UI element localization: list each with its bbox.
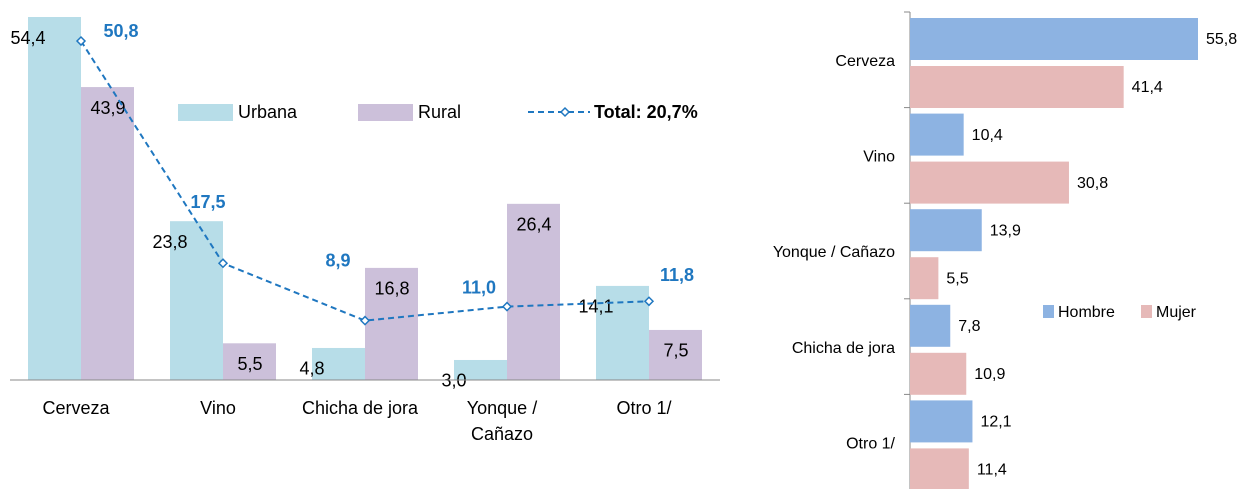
legend-swatch: [1043, 305, 1054, 318]
bar: [910, 18, 1198, 60]
data-label: 54,4: [10, 28, 45, 48]
legend-label: Total: 20,7%: [594, 102, 698, 122]
data-label: 55,8: [1206, 31, 1237, 48]
data-label: 8,9: [325, 250, 350, 270]
line-marker: [501, 301, 513, 312]
bar: [910, 161, 1069, 204]
legend-marker: [559, 106, 571, 118]
total-line: [80, 40, 650, 322]
data-label: 11,4: [977, 462, 1007, 479]
bar: [910, 304, 951, 347]
bar: [910, 113, 964, 156]
data-label: 17,5: [190, 192, 225, 212]
x-tick-label: Otro 1/: [616, 398, 672, 418]
legend-swatch: [178, 104, 233, 121]
data-label: 11,8: [660, 265, 694, 285]
x-tick-label: Chicha de jora: [301, 398, 419, 418]
y-tick-label: Vino: [863, 149, 895, 166]
bar: [312, 347, 365, 380]
legend-label: Urbana: [238, 102, 298, 122]
bar: [81, 87, 134, 381]
data-label: 4,8: [299, 359, 324, 379]
bar: [910, 209, 982, 252]
bar: [454, 359, 507, 380]
x-tick-label: Yonque / Cañazo: [466, 398, 538, 444]
data-label: 43,9: [90, 98, 125, 118]
data-label: 7,8: [958, 318, 980, 335]
line-marker: [359, 315, 371, 326]
y-tick-label: Chicha de jora: [792, 340, 895, 357]
y-tick-label: Yonque / Cañazo: [773, 244, 895, 261]
bar: [910, 448, 969, 489]
bar: [649, 329, 702, 380]
line-marker: [643, 296, 655, 307]
line-marker: [75, 35, 87, 47]
data-label: 16,8: [374, 279, 409, 299]
y-tick-label: Otro 1/: [846, 435, 895, 452]
data-label: 10,9: [974, 366, 1005, 383]
data-label: 50,8: [103, 21, 138, 41]
line-marker: [217, 258, 229, 269]
bar: [365, 267, 418, 380]
data-label: 5,5: [237, 354, 262, 374]
legend-label: Hombre: [1058, 304, 1115, 321]
data-label: 23,8: [152, 232, 187, 252]
bar: [507, 203, 560, 380]
data-label: 13,9: [990, 222, 1021, 239]
data-label: 26,4: [516, 215, 551, 235]
data-label: 14,1: [578, 297, 613, 317]
x-tick-label: Cerveza: [42, 398, 110, 418]
bar: [28, 17, 81, 380]
data-label: 12,1: [980, 414, 1011, 431]
bar: [910, 400, 973, 443]
bar: [910, 352, 967, 395]
data-label: 11,0: [462, 277, 496, 297]
bar: [910, 257, 939, 300]
legend-label: Rural: [418, 102, 461, 122]
x-tick-label: Vino: [200, 398, 236, 418]
legend-swatch: [1141, 305, 1152, 318]
bar: [910, 66, 1124, 108]
bar: [223, 343, 276, 380]
data-label: 5,5: [946, 270, 968, 287]
data-label: 3,0: [441, 371, 466, 391]
data-label: 7,5: [663, 341, 688, 361]
data-label: 41,4: [1132, 79, 1163, 96]
data-label: 30,8: [1077, 175, 1108, 192]
legend-swatch: [358, 104, 413, 121]
y-tick-label: Cerveza: [835, 53, 895, 70]
data-label: 10,4: [972, 127, 1003, 144]
legend-label: Mujer: [1156, 304, 1197, 321]
